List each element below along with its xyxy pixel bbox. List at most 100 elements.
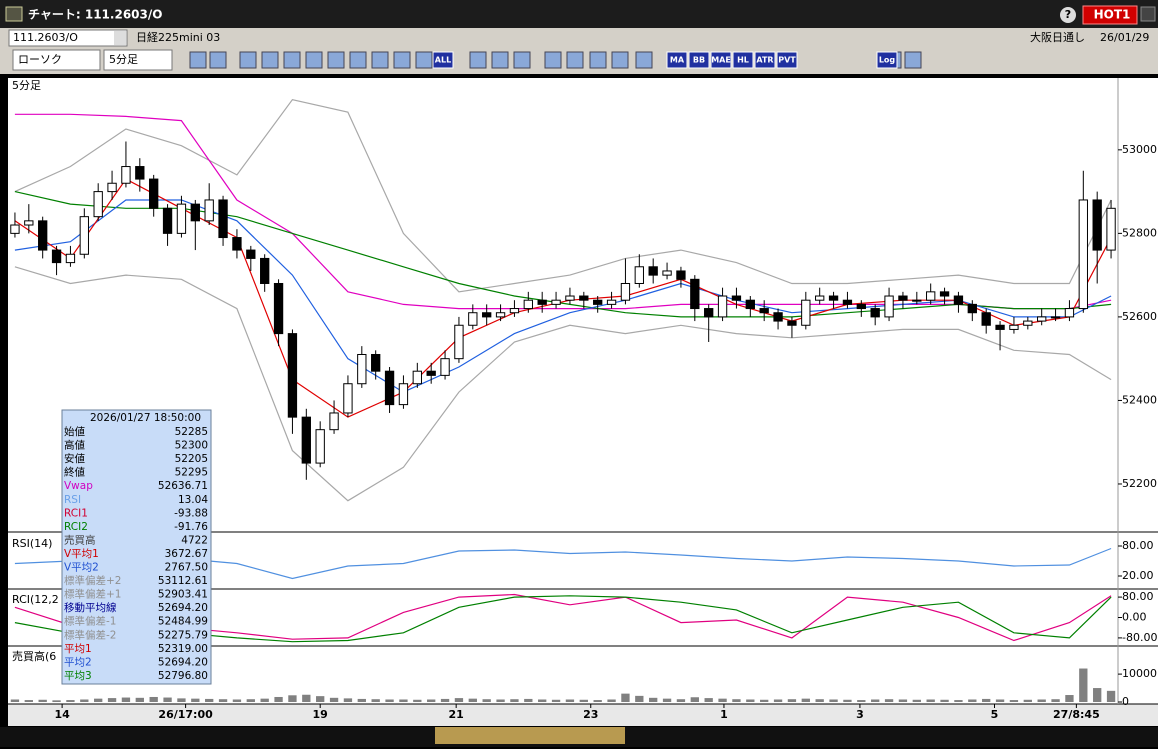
toolbar-icon[interactable] (371, 51, 389, 69)
volume-bar (80, 699, 89, 702)
info-value: 4722 (181, 534, 208, 546)
volume-bar (635, 695, 644, 702)
volume-bar (593, 700, 602, 702)
volume-bar (1106, 690, 1116, 702)
candle-body (412, 370, 422, 385)
info-value: 52300 (175, 440, 208, 452)
candle-body (426, 370, 436, 376)
x-tick-label: 23 (583, 708, 598, 721)
candle-body (218, 199, 228, 239)
candle-body (190, 203, 200, 222)
help-button[interactable] (1060, 7, 1076, 23)
volume-bar (690, 697, 699, 702)
candle-body (454, 324, 464, 360)
toolbar-icon[interactable] (239, 51, 257, 69)
candle-body (717, 295, 728, 318)
panel-label: RCI(12,2 (12, 593, 59, 606)
info-label: 安値 (64, 452, 85, 465)
toolbar-button[interactable] (710, 51, 732, 69)
scroll-thumb[interactable] (435, 727, 625, 744)
volume-bar (205, 698, 214, 702)
candle-body (745, 299, 755, 310)
toolbar-button-label: MA (670, 56, 685, 65)
candle-body (593, 299, 603, 305)
hot-button[interactable] (1082, 5, 1138, 25)
volume-bar (843, 699, 852, 702)
toolbar-icon[interactable] (904, 51, 922, 69)
toolbar-button-label: MAE (711, 56, 731, 65)
candle-body (939, 291, 950, 297)
toolbar-button-label: Log (879, 56, 896, 65)
y-tick-label: 80.00 (1122, 539, 1154, 552)
toolbar-icon[interactable] (349, 51, 367, 69)
toolbar-button[interactable] (732, 51, 754, 69)
volume-bar (871, 699, 880, 702)
indicator-line (14, 113, 1112, 310)
info-value: 52205 (175, 453, 208, 465)
volume-bar (399, 699, 408, 702)
toolbar-button[interactable] (688, 51, 710, 69)
info-label: RSI (64, 494, 81, 506)
volume-bar (912, 699, 921, 702)
toolbar-button[interactable] (666, 51, 688, 69)
info-box: 2026/01/27 18:50:00 始値 52285 高値 52300 安値 5220… (61, 409, 212, 685)
volume-bar (995, 699, 1005, 702)
toolbar-icon[interactable] (544, 51, 562, 69)
style-select[interactable] (12, 49, 101, 71)
plots: 5分足 53000 52800 52600 52400 52200 14 26/17:00 19… (8, 78, 1158, 721)
toolbar-icon[interactable] (611, 51, 629, 69)
candle-body (79, 216, 89, 255)
toolbar-button[interactable] (776, 51, 798, 69)
interval-select[interactable] (103, 49, 173, 71)
close-button[interactable] (1140, 6, 1156, 22)
volume-bar (121, 697, 131, 702)
y-tick-label: 0 (1122, 695, 1129, 708)
toolbar-icon[interactable] (415, 51, 433, 69)
chart-style: ローソク (18, 53, 62, 66)
info-label: 平均1 (64, 643, 92, 655)
info-value: 53112.61 (158, 575, 208, 587)
volume-bar (371, 699, 380, 702)
toolbar-button[interactable] (432, 51, 454, 69)
x-axis-band (8, 704, 1158, 726)
toolbar-icon[interactable] (327, 51, 345, 69)
candle-body (731, 295, 742, 301)
toolbar-icon[interactable] (589, 51, 607, 69)
toolbar-icon[interactable] (566, 51, 584, 69)
symbol: 111.2603/O (13, 31, 78, 44)
toolbar-button[interactable] (754, 51, 776, 69)
info-label: 平均2 (64, 656, 92, 668)
info-label: 標準偏差-2 (64, 628, 116, 641)
x-tick-label: 27/8:45 (1053, 708, 1100, 721)
candle-body (967, 303, 977, 314)
volume-bar (510, 699, 519, 702)
x-tick-label: 5 (991, 708, 999, 721)
toolbar-icon[interactable] (393, 51, 411, 69)
y-tick-label: 52600 (1122, 310, 1157, 323)
toolbar-button-label: ALL (435, 56, 451, 65)
toolbar-icon[interactable] (469, 51, 487, 69)
candle-body (1064, 308, 1075, 318)
toolbar-icon[interactable] (283, 51, 301, 69)
info-value: 2767.50 (165, 562, 208, 574)
volume-bar (107, 698, 117, 702)
volume-bar (135, 697, 144, 702)
toolbar-icon[interactable] (635, 51, 653, 69)
volume-bar (565, 699, 575, 702)
toolbar-icon[interactable] (209, 51, 227, 69)
info-label: 標準偏差-1 (64, 615, 116, 628)
toolbar-icon[interactable] (491, 51, 509, 69)
toolbar-icon[interactable] (189, 51, 207, 69)
toolbar-icon[interactable] (513, 51, 531, 69)
volume-bar (454, 698, 464, 702)
volume-bar (329, 697, 339, 702)
toolbar-icon[interactable] (261, 51, 279, 69)
volume-bar (191, 698, 200, 702)
symbol-select[interactable] (8, 29, 128, 47)
volume-bar (385, 699, 394, 702)
toolbar-icon[interactable] (305, 51, 323, 69)
panel-label: 売買高(6 (12, 649, 56, 663)
info-value: 52694.20 (158, 602, 208, 614)
toolbar-button[interactable] (876, 51, 898, 69)
